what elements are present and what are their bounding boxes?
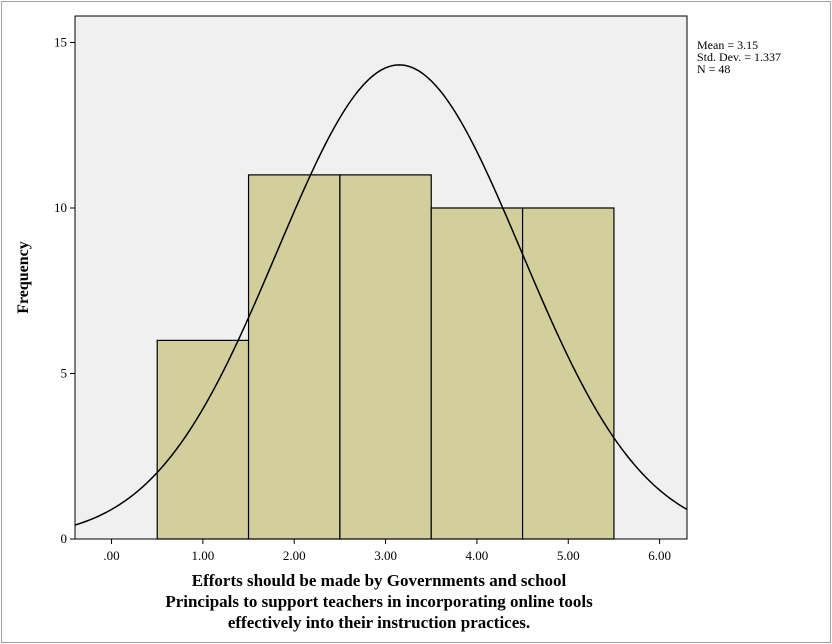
stats-line: Std. Dev. = 1.337 bbox=[697, 50, 781, 64]
y-tick-label: 10 bbox=[54, 200, 67, 215]
y-axis-title: Frequency bbox=[15, 241, 32, 314]
y-tick-label: 0 bbox=[61, 531, 68, 546]
y-tick-label: 5 bbox=[61, 365, 68, 380]
stats-line: Mean = 3.15 bbox=[697, 38, 758, 52]
x-axis-title: Efforts should be made by Governments an… bbox=[165, 571, 593, 632]
x-axis-title-line: Efforts should be made by Governments an… bbox=[192, 571, 567, 590]
x-tick-label: 6.00 bbox=[648, 548, 671, 563]
histogram-bar-4.00 bbox=[430, 207, 524, 540]
x-tick-label: 4.00 bbox=[466, 548, 489, 563]
normal-curve bbox=[74, 64, 688, 526]
x-tick-label: 3.00 bbox=[374, 548, 397, 563]
stats-line: N = 48 bbox=[697, 62, 730, 76]
x-tick-label: 5.00 bbox=[557, 548, 580, 563]
bars-group bbox=[156, 174, 615, 540]
histogram-bar-3.00 bbox=[339, 174, 432, 540]
histogram-bar-1.00 bbox=[156, 339, 250, 540]
axes-group: 0 5 10 15 .00 1.00 2.00 3.00 4.00 5.00 6.00 bbox=[54, 34, 671, 563]
x-tick-label: 2.00 bbox=[283, 548, 306, 563]
x-axis-title-line: Principals to support teachers in incorp… bbox=[165, 592, 593, 611]
histogram-bar-2.00 bbox=[247, 174, 341, 540]
x-tick-label: 1.00 bbox=[192, 548, 215, 563]
histogram-bar-5.00 bbox=[521, 207, 615, 540]
x-axis-title-line: effectively into their instruction pract… bbox=[228, 613, 530, 632]
y-tick-label: 15 bbox=[54, 34, 67, 49]
x-tick-label: .00 bbox=[103, 548, 119, 563]
